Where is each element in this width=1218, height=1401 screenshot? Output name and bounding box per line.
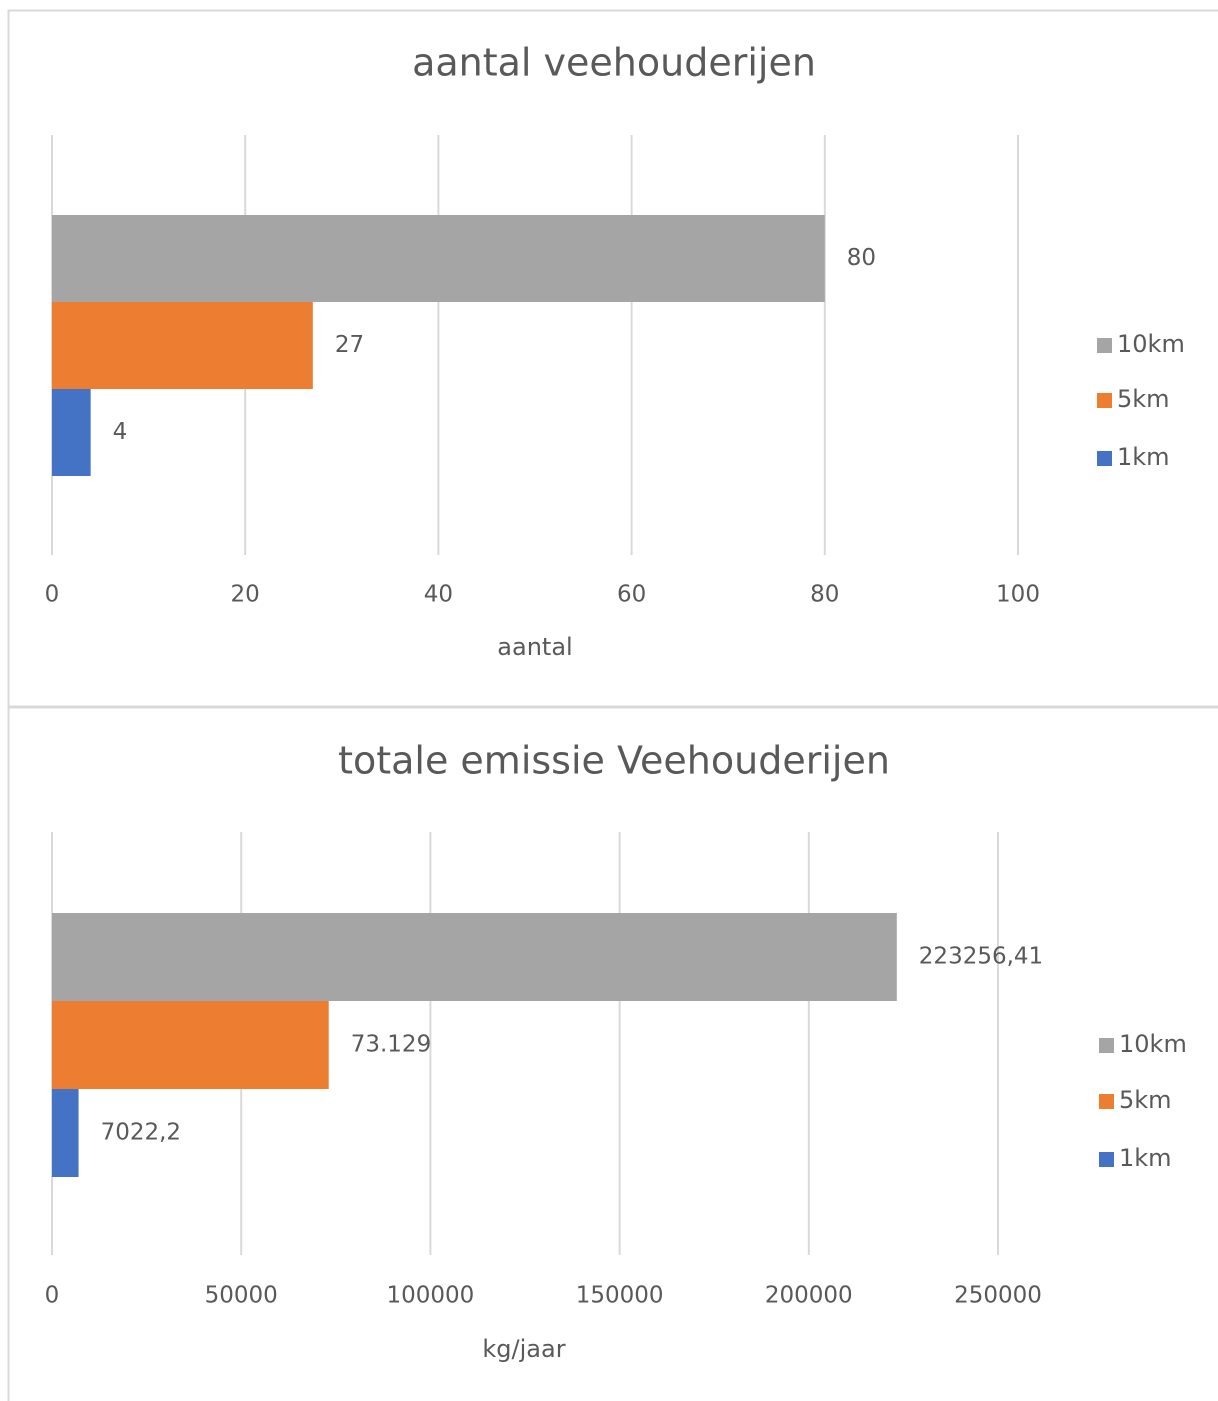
legend-swatch xyxy=(1099,1038,1114,1053)
bar xyxy=(52,215,825,302)
chart-title: aantal veehouderijen xyxy=(412,41,816,85)
legend-label: 10km xyxy=(1117,330,1185,358)
x-tick-label: 80 xyxy=(810,582,839,608)
legend-label: 5km xyxy=(1119,1086,1172,1114)
x-tick-label: 0 xyxy=(45,582,60,608)
x-tick-label: 0 xyxy=(45,1283,60,1309)
bar xyxy=(52,302,313,389)
legend-label: 1km xyxy=(1119,1144,1172,1172)
legend-swatch xyxy=(1097,393,1112,408)
bar xyxy=(52,913,897,1001)
legend-swatch xyxy=(1099,1094,1114,1109)
legend-swatch xyxy=(1099,1152,1114,1167)
legend-swatch xyxy=(1097,338,1112,353)
legend-label: 10km xyxy=(1119,1030,1187,1058)
bar xyxy=(52,1089,79,1177)
data-label: 80 xyxy=(847,245,876,271)
x-tick-label: 100 xyxy=(996,582,1040,608)
x-axis-label: aantal xyxy=(497,633,572,661)
legend-label: 5km xyxy=(1117,385,1170,413)
x-tick-label: 20 xyxy=(231,582,260,608)
x-axis-label: kg/jaar xyxy=(482,1335,565,1363)
legend-label: 1km xyxy=(1117,443,1170,471)
x-tick-label: 150000 xyxy=(576,1283,664,1309)
panel-border xyxy=(7,9,1218,1401)
x-tick-label: 40 xyxy=(424,582,453,608)
bar xyxy=(52,389,91,476)
data-label: 223256,41 xyxy=(919,944,1043,970)
data-label: 4 xyxy=(113,419,128,445)
data-label: 7022,2 xyxy=(101,1120,181,1146)
data-label: 73.129 xyxy=(351,1032,431,1058)
bar xyxy=(52,1001,329,1089)
x-tick-label: 250000 xyxy=(954,1283,1042,1309)
legend-swatch xyxy=(1097,451,1112,466)
x-tick-label: 50000 xyxy=(205,1283,278,1309)
x-tick-label: 60 xyxy=(617,582,646,608)
data-label: 27 xyxy=(335,332,364,358)
chart-title: totale emissie Veehouderijen xyxy=(338,739,890,783)
x-tick-label: 100000 xyxy=(386,1283,474,1309)
x-tick-label: 200000 xyxy=(765,1283,853,1309)
